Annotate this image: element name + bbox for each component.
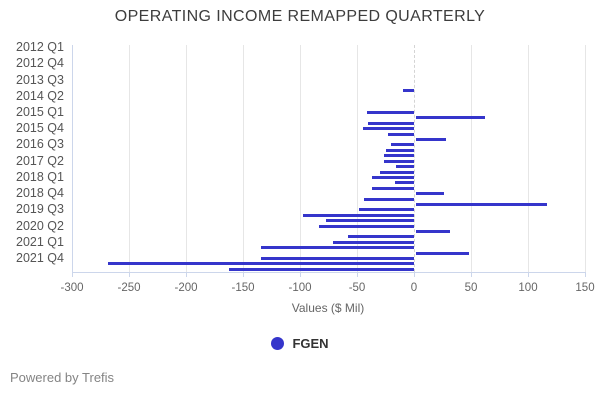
x-axis-tick [72,273,73,277]
gridline [186,45,187,272]
x-axis-tick [528,273,529,277]
bar[interactable] [415,192,444,196]
bar[interactable] [387,132,414,136]
bar[interactable] [415,202,548,206]
y-axis-label: 2021 Q4 [16,250,64,265]
bar[interactable] [371,175,414,179]
y-axis-label: 2020 Q2 [16,218,64,233]
gridline [243,45,244,272]
bar[interactable] [363,197,414,201]
y-axis-label: 2015 Q1 [16,105,64,120]
bar[interactable] [384,154,414,158]
bar[interactable] [333,240,414,244]
bar[interactable] [384,159,414,163]
bar[interactable] [261,246,414,250]
bar[interactable] [367,111,414,115]
x-axis-tick [585,273,586,277]
x-axis-tick [186,273,187,277]
x-axis-label: -250 [117,282,141,294]
bar[interactable] [108,262,414,266]
x-axis-label: 50 [464,282,478,294]
powered-by-trefis: Powered by Trefis [10,370,115,385]
gridline [129,45,130,272]
x-axis-label: 0 [410,282,418,294]
legend-marker-icon [271,336,285,350]
x-axis-label: 150 [575,282,595,294]
bar[interactable] [359,208,414,212]
zero-gridline [414,45,415,272]
bar[interactable] [385,148,414,152]
bar[interactable] [415,116,485,120]
x-axis-title: Values ($ Mil) [291,301,365,315]
bar[interactable] [368,121,414,125]
bar[interactable] [229,267,414,271]
x-axis-tick [129,273,130,277]
gridline [585,45,586,272]
x-axis-label: -300 [60,282,84,294]
bar[interactable] [326,219,414,223]
bar[interactable] [362,127,414,131]
bar[interactable] [371,186,414,190]
x-axis-tick [471,273,472,277]
x-axis-label: -200 [174,282,198,294]
y-axis-label: 2018 Q4 [16,186,64,201]
y-axis-label: 2017 Q2 [16,153,64,168]
bar[interactable] [415,229,451,233]
bar[interactable] [347,235,414,239]
y-axis-label: 2016 Q3 [16,137,64,152]
y-axis-label: 2021 Q1 [16,234,64,249]
bar[interactable] [395,165,414,169]
x-axis-line [72,272,586,273]
x-axis-label: 100 [518,282,538,294]
y-axis-label: 2014 Q2 [16,88,64,103]
chart-title: OPERATING INCOME REMAPPED QUARTERLY [114,8,486,25]
x-axis-tick [357,273,358,277]
x-axis-tick [243,273,244,277]
legend-label: FGEN [292,335,329,351]
x-axis-label: -50 [348,282,366,294]
plot-area: Values ($ Mil) -300 -250 -200 -150 -100 -50 0 5… [16,41,595,315]
y-axis-label: 2013 Q3 [16,72,64,87]
gridline [471,45,472,272]
x-axis-label: -100 [288,282,312,294]
x-axis-tick [414,273,415,277]
bar[interactable] [303,213,414,217]
bar[interactable] [415,138,446,142]
y-axis-label: 2019 Q3 [16,202,64,217]
bar[interactable] [261,256,414,260]
y-axis-label: 2015 Q4 [16,121,64,136]
y-axis-label: 2018 Q1 [16,169,64,184]
y-axis-label: 2012 Q1 [16,40,64,55]
x-axis-tick [300,273,301,277]
bar[interactable] [415,251,469,255]
x-axis-label: -150 [231,282,255,294]
bar[interactable] [402,89,414,93]
bar[interactable] [394,181,414,185]
bar[interactable] [379,170,414,174]
bar[interactable] [391,143,414,147]
y-axis-label: 2012 Q4 [16,56,64,71]
gridline [528,45,529,272]
bar[interactable] [319,224,414,228]
gridline [357,45,358,272]
y-axis-line [72,45,73,272]
legend-item-fgen[interactable]: FGEN [0,334,600,352]
gridline [300,45,301,272]
